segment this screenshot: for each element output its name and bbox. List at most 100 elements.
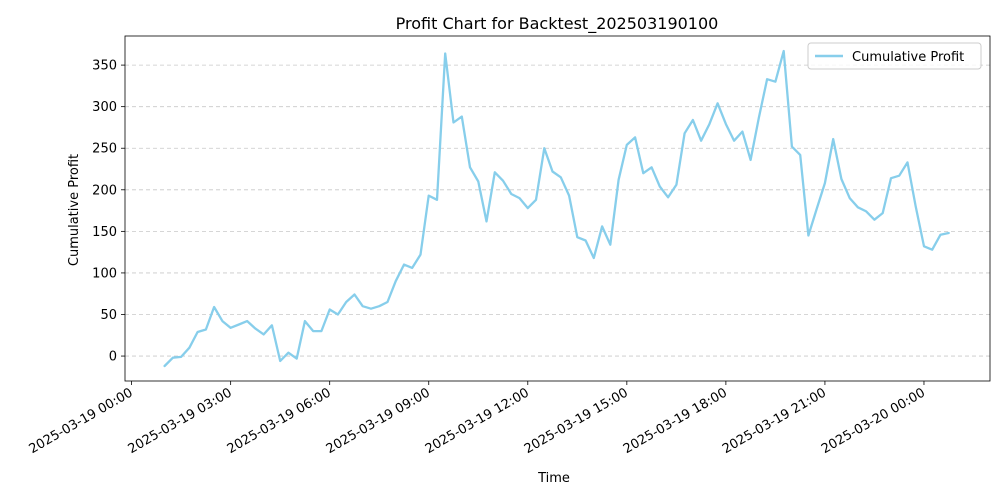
data-point bbox=[304, 320, 306, 322]
data-point bbox=[271, 324, 273, 326]
data-point bbox=[882, 212, 884, 214]
data-point bbox=[205, 328, 207, 330]
data-point bbox=[296, 357, 298, 359]
data-point bbox=[436, 199, 438, 201]
data-point bbox=[279, 360, 281, 362]
series-line-cumulative-profit bbox=[163, 49, 950, 368]
data-point bbox=[485, 220, 487, 222]
data-point bbox=[345, 301, 347, 303]
data-point bbox=[518, 197, 520, 199]
data-point bbox=[494, 171, 496, 173]
data-point bbox=[320, 330, 322, 332]
series-layer bbox=[163, 49, 950, 368]
y-tick-label: 200 bbox=[92, 183, 117, 198]
data-point bbox=[898, 175, 900, 177]
data-point bbox=[659, 185, 661, 187]
data-point bbox=[849, 197, 851, 199]
data-point bbox=[939, 234, 941, 236]
data-point bbox=[733, 140, 735, 142]
y-axis-label: Cumulative Profit bbox=[67, 154, 82, 266]
data-point bbox=[873, 219, 875, 221]
data-point bbox=[816, 208, 818, 210]
data-point bbox=[502, 180, 504, 182]
data-point bbox=[700, 140, 702, 142]
data-point bbox=[411, 267, 413, 269]
data-point bbox=[675, 184, 677, 186]
data-point bbox=[461, 115, 463, 117]
data-point bbox=[263, 333, 265, 335]
data-point bbox=[923, 245, 925, 247]
data-point bbox=[915, 205, 917, 207]
data-point bbox=[758, 116, 760, 118]
data-point bbox=[312, 330, 314, 332]
data-point bbox=[708, 123, 710, 125]
data-point bbox=[716, 102, 718, 104]
data-point bbox=[576, 236, 578, 238]
data-point bbox=[229, 327, 231, 329]
data-point bbox=[378, 305, 380, 307]
data-point bbox=[840, 178, 842, 180]
data-point bbox=[568, 194, 570, 196]
data-point bbox=[469, 166, 471, 168]
data-point bbox=[172, 357, 174, 359]
data-point bbox=[601, 225, 603, 227]
plot-frame bbox=[124, 35, 991, 382]
legend: Cumulative Profit bbox=[807, 42, 982, 70]
y-tick-label: 0 bbox=[109, 350, 117, 365]
data-point bbox=[246, 320, 248, 322]
data-point bbox=[766, 78, 768, 80]
data-point bbox=[337, 313, 339, 315]
data-point bbox=[196, 331, 198, 333]
data-point bbox=[906, 161, 908, 163]
data-point bbox=[353, 293, 355, 295]
data-point bbox=[857, 206, 859, 208]
y-tick-label: 50 bbox=[100, 308, 117, 323]
data-point bbox=[452, 121, 454, 123]
data-point bbox=[626, 144, 628, 146]
data-point bbox=[783, 50, 785, 52]
y-tick-label: 150 bbox=[92, 225, 117, 240]
data-point bbox=[807, 234, 809, 236]
legend-label: Cumulative Profit bbox=[852, 50, 964, 65]
data-point bbox=[650, 166, 652, 168]
data-point bbox=[683, 132, 685, 134]
data-point bbox=[213, 306, 215, 308]
data-point bbox=[617, 179, 619, 181]
y-axis-ticks: 0 50 100 150 200 250 300 350 bbox=[92, 59, 125, 365]
data-point bbox=[593, 257, 595, 259]
data-point bbox=[370, 308, 372, 310]
data-point bbox=[428, 194, 430, 196]
data-point bbox=[444, 52, 446, 54]
data-point bbox=[527, 207, 529, 209]
y-tick-label: 100 bbox=[92, 266, 117, 281]
y-tick-label: 300 bbox=[92, 100, 117, 115]
data-point bbox=[931, 249, 933, 251]
y-tick-label: 250 bbox=[92, 142, 117, 157]
data-point bbox=[791, 145, 793, 147]
data-point bbox=[395, 280, 397, 282]
data-point bbox=[948, 232, 950, 234]
data-point bbox=[692, 119, 694, 121]
data-point bbox=[362, 305, 364, 307]
data-point bbox=[642, 172, 644, 174]
data-point bbox=[584, 239, 586, 241]
data-point bbox=[221, 320, 223, 322]
data-point bbox=[824, 182, 826, 184]
data-point bbox=[287, 352, 289, 354]
data-point bbox=[560, 176, 562, 178]
chart-title: Profit Chart for Backtest_202503190100 bbox=[396, 14, 719, 34]
data-point bbox=[725, 123, 727, 125]
data-point bbox=[180, 356, 182, 358]
data-point bbox=[188, 347, 190, 349]
data-point bbox=[510, 193, 512, 195]
data-point bbox=[667, 196, 669, 198]
data-point bbox=[386, 301, 388, 303]
data-point bbox=[749, 159, 751, 161]
data-point bbox=[477, 180, 479, 182]
data-point bbox=[865, 210, 867, 212]
y-tick-label: 350 bbox=[92, 59, 117, 74]
data-point bbox=[551, 170, 553, 172]
data-point bbox=[774, 81, 776, 83]
data-point bbox=[163, 365, 165, 367]
